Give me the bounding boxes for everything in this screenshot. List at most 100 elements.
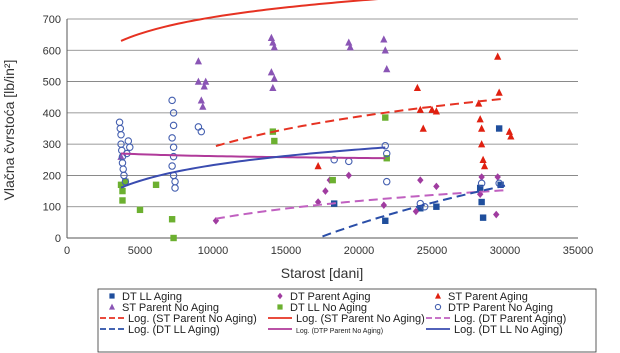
y-axis-title: Vlačna čvrstoća [lb/in²] [1,60,17,201]
point-s4-3 [122,178,129,185]
point-s0-8 [497,181,504,189]
legend-swatch-0 [109,293,115,299]
legend: DT LL Aging DT Parent Aging ST Parent Agin… [100,291,566,336]
point-s5-29 [382,177,391,186]
series-5 [115,96,503,211]
series-1 [212,171,501,225]
point-s5-22 [171,184,179,192]
point-s3-16 [381,46,389,54]
point-s3-1 [194,57,202,65]
point-s3-10 [267,68,275,76]
point-s4-1 [119,187,126,195]
point-s2-13 [495,88,503,96]
legend-label-1: DT Parent Aging [290,291,371,303]
legend-item-9: Log. (DT LL Aging) [100,324,220,336]
point-s3-17 [383,65,391,73]
point-s5-32 [477,179,486,188]
point-s5-24 [197,127,206,136]
point-s0-6 [479,214,487,221]
point-s2-4 [428,105,436,113]
y-tick-200: 200 [43,170,61,182]
legend-label-9: Log. (DT LL Aging) [128,324,220,336]
point-s0-2 [417,205,424,212]
legend-item-10: Log. (DTP Parent No Aging) [268,328,383,335]
point-s0-3 [433,203,440,210]
point-s4-0 [117,181,125,189]
point-s3-5 [200,82,208,90]
point-s5-31 [420,202,429,211]
point-s4-12 [383,155,390,162]
legend-swatch-3 [109,303,115,310]
point-s4-6 [168,216,176,223]
point-s5-0 [115,118,124,126]
point-s2-3 [419,124,427,132]
x-tick-25000: 25000 [417,245,448,257]
x-tick-15000: 15000 [271,245,302,257]
point-s1-2 [322,187,329,195]
point-s5-17 [169,143,178,152]
x-tick-0: 0 [64,245,70,257]
point-s0-1 [382,217,389,224]
legend-swatch-2 [435,292,441,299]
legend-label-11: Log. (DT LL No Aging) [454,324,563,336]
point-s2-9 [478,140,486,148]
point-s2-7 [476,115,484,123]
point-s5-25 [330,156,338,164]
data-points [115,33,515,242]
legend-item-2: ST Parent Aging [435,291,528,303]
legend-item-3: ST Parent No Aging [109,302,219,314]
trendlines [120,0,506,238]
point-s1-10 [478,173,485,181]
point-s1-4 [345,171,352,180]
legend-item-0: DT LL Aging [109,291,182,303]
point-s5-21 [171,177,179,186]
point-s3-13 [345,38,353,46]
legend-item-1: DT Parent Aging [277,291,371,303]
point-s5-26 [345,157,353,166]
y-tick-0: 0 [55,233,61,245]
legend-label-0: DT LL Aging [122,291,182,303]
legend-label-10: Log. (DTP Parent No Aging) [296,328,383,335]
legend-label-5: DTP Parent No Aging [448,302,553,314]
point-s5-27 [381,141,390,150]
point-s2-10 [479,155,487,163]
point-s2-12 [494,52,502,60]
legend-item-11: Log. (DT LL No Aging) [426,324,563,336]
point-s3-7 [267,33,275,41]
point-s3-15 [380,35,388,43]
x-tick-10000: 10000 [198,245,229,257]
legend-swatch-4 [277,304,283,310]
point-s5-28 [382,149,391,158]
grid-lines [67,18,578,239]
series-3 [117,33,391,160]
legend-swatch-5 [434,303,442,311]
legend-label-2: ST Parent Aging [448,291,528,303]
y-tick-600: 600 [43,45,61,57]
legend-item-8: Log. (DT Parent Aging) [426,313,566,325]
legend-item-5: DTP Parent No Aging [434,302,553,314]
x-tick-labels: 0 5000 10000 15000 20000 25000 30000 35000 [64,245,593,257]
legend-frame [97,288,597,353]
x-tick-5000: 5000 [128,245,152,257]
point-s0-4 [476,184,484,192]
point-s3-3 [197,96,205,104]
legend-swatch-1 [277,292,283,300]
y-tick-700: 700 [43,14,61,26]
trendline-2 [215,189,506,220]
point-s4-7 [170,234,177,242]
point-s2-11 [480,162,489,170]
legend-item-4: DT LL No Aging [277,302,367,314]
point-s1-1 [314,198,322,206]
legend-label-4: DT LL No Aging [290,302,367,314]
point-s5-6 [118,159,127,167]
point-s3-11 [270,74,278,82]
point-s4-4 [136,206,144,214]
trendline-0 [120,0,379,42]
legend-label-6: Log. (ST Parent No Aging) [128,313,257,325]
point-s3-4 [199,102,207,110]
y-tick-400: 400 [43,108,61,120]
point-s0-7 [495,125,503,132]
point-s3-12 [269,83,277,92]
trendline-3 [322,184,506,238]
